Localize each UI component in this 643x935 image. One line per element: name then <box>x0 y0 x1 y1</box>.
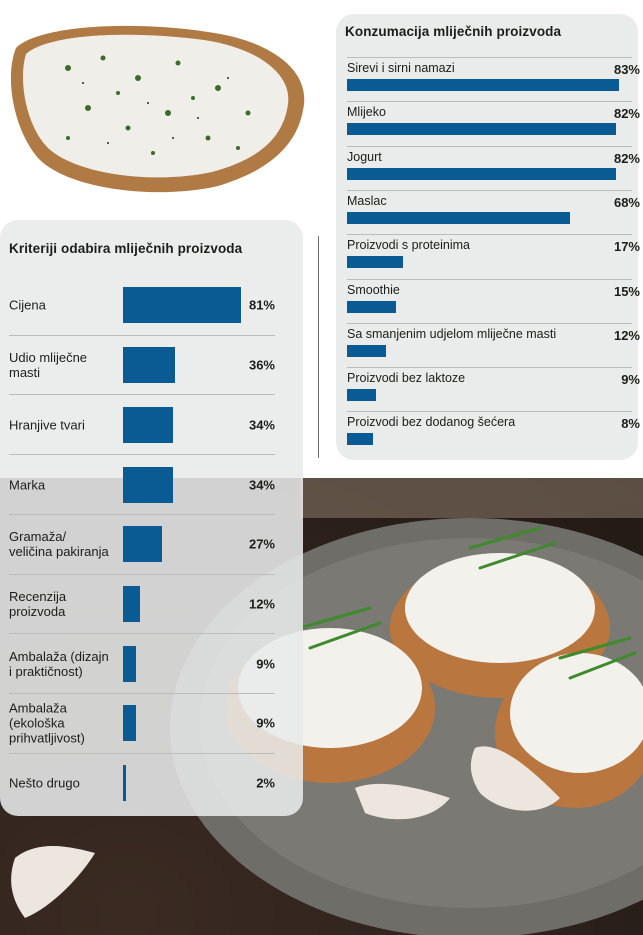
criteria-bar <box>123 765 126 802</box>
criteria-bar <box>123 347 176 384</box>
criteria-bar <box>123 286 241 323</box>
criteria-row: Ambalaža (dizajn i praktičnost) 9% <box>9 633 275 693</box>
criteria-row-label: Hranjive tvari <box>9 417 85 433</box>
consumption-row-label: Jogurt <box>347 149 382 164</box>
criteria-row-value: 2% <box>256 775 275 791</box>
criteria-bar <box>123 705 137 742</box>
criteria-row-value: 34% <box>248 477 275 493</box>
consumption-bar <box>347 79 619 91</box>
consumption-row-value: 83% <box>613 62 640 77</box>
consumption-bar <box>347 389 377 402</box>
consumption-row: Sirevi i sirni namazi 83% <box>347 57 640 102</box>
criteria-bar <box>123 645 137 682</box>
consumption-bar <box>347 300 397 313</box>
criteria-bar <box>123 466 173 503</box>
criteria-row-label: Ambalaža (dizajn i praktičnost) <box>9 648 109 679</box>
consumption-bar <box>347 167 616 180</box>
consumption-bar <box>347 344 387 357</box>
criteria-row-value: 81% <box>248 297 275 312</box>
criteria-row-label: Recenzija proizvoda <box>9 589 67 619</box>
criteria-row-label: Udio mliječne masti <box>9 350 88 381</box>
consumption-row-value: 82% <box>613 106 640 122</box>
vertical-divider <box>318 236 319 458</box>
consumption-row-value: 68% <box>613 194 640 210</box>
consumption-row: Proizvodi bez dodanog šećera 8% <box>347 411 640 456</box>
consumption-bar <box>347 256 403 269</box>
criteria-row-value: 12% <box>248 596 275 612</box>
consumption-row-label: Mlijeko <box>347 105 386 120</box>
criteria-row: Gramaža/ veličina pakiranja 27% <box>9 513 275 574</box>
criteria-row-value: 27% <box>248 536 275 552</box>
bread-with-cream-cheese-photo <box>8 18 310 198</box>
consumption-chart-panel: Konzumacija mliječnih proizvoda Sirevi i… <box>336 14 640 460</box>
consumption-row-label: Proizvodi bez laktoze <box>347 371 466 386</box>
consumption-row: Proizvodi bez laktoze 9% <box>347 367 640 412</box>
criteria-row-label: Gramaža/ veličina pakiranja <box>9 529 109 560</box>
consumption-row-label: Sirevi i sirni namazi <box>347 61 455 75</box>
criteria-row-value: 34% <box>248 417 275 433</box>
consumption-row: Jogurt 82% <box>347 145 640 191</box>
consumption-row: Mlijeko 82% <box>347 101 640 146</box>
consumption-row-label: Proizvodi s proteinima <box>347 238 470 253</box>
consumption-bar <box>347 433 374 446</box>
criteria-bar <box>123 526 163 563</box>
criteria-row-label: Cijena <box>9 297 46 312</box>
criteria-bar <box>123 586 141 622</box>
consumption-row-value: 17% <box>613 239 640 255</box>
criteria-row: Ambalaža (ekološka prihvatljivost) 9% <box>9 692 275 753</box>
criteria-row: Hranjive tvari 34% <box>9 394 275 454</box>
consumption-row: Proizvodi s proteinima 17% <box>347 234 640 279</box>
criteria-row: Cijena 81% <box>9 275 275 334</box>
consumption-row: Maslac 68% <box>347 189 640 235</box>
criteria-row-value: 9% <box>256 656 275 672</box>
criteria-bar <box>123 406 173 443</box>
criteria-row-label: Nešto drugo <box>9 775 80 791</box>
criteria-row: Recenzija proizvoda 12% <box>9 573 275 634</box>
criteria-chart-title: Kriteriji odabira mliječnih proizvoda <box>9 241 243 256</box>
consumption-bar <box>347 211 570 224</box>
consumption-row-value: 9% <box>621 372 640 388</box>
consumption-row-label: Maslac <box>347 193 387 208</box>
consumption-row: Sa smanjenim udjelom mliječne masti 12% <box>347 322 640 368</box>
consumption-row-label: Smoothie <box>347 282 400 297</box>
consumption-row-value: 15% <box>613 283 640 299</box>
consumption-row-label: Sa smanjenim udjelom mliječne masti <box>347 326 557 341</box>
consumption-row-label: Proizvodi bez dodanog šećera <box>347 415 516 430</box>
criteria-row-label: Ambalaža (ekološka prihvatljivost) <box>9 700 85 746</box>
consumption-row: Smoothie 15% <box>347 278 640 324</box>
criteria-row: Marka 34% <box>9 454 275 514</box>
consumption-row-value: 8% <box>621 416 640 432</box>
consumption-bar <box>347 123 616 136</box>
criteria-row-label: Marka <box>9 477 46 493</box>
consumption-chart-title: Konzumacija mliječnih proizvoda <box>345 24 562 39</box>
consumption-row-value: 12% <box>613 327 640 343</box>
criteria-row: Udio mliječne masti 36% <box>9 334 275 395</box>
consumption-row-value: 82% <box>613 150 640 166</box>
criteria-row-value: 9% <box>256 715 275 731</box>
criteria-row-value: 36% <box>248 357 275 373</box>
criteria-chart-panel: Kriteriji odabira mliječnih proizvoda Ci… <box>0 220 303 816</box>
criteria-row: Nešto drugo 2% <box>9 752 275 813</box>
